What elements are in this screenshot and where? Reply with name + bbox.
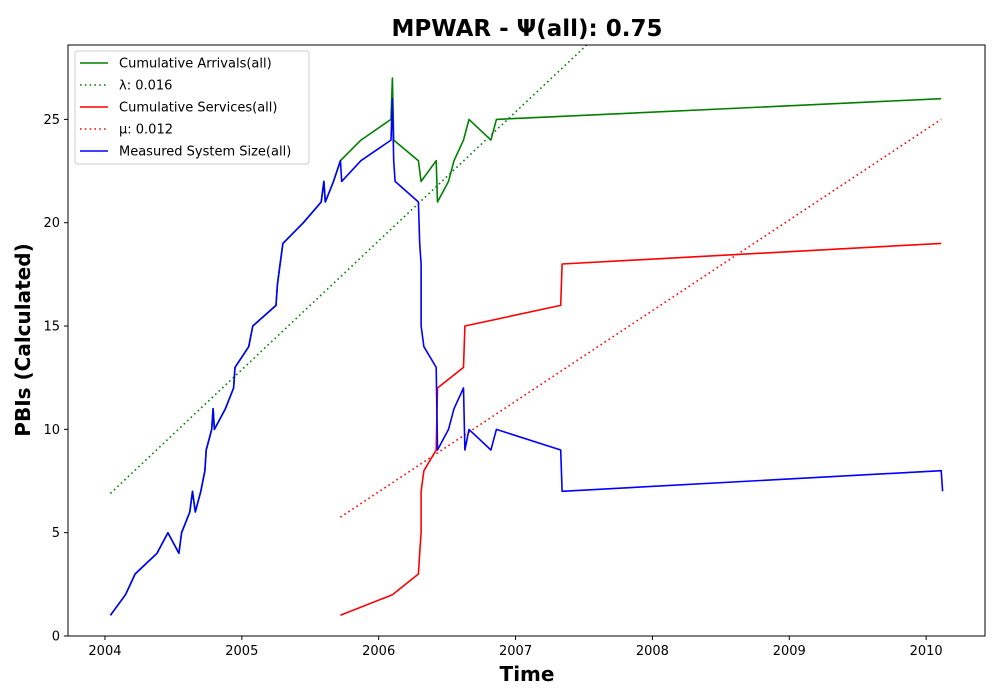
legend-entry: Cumulative Arrivals(all) [119, 57, 272, 72]
y-tick-label: 15 [43, 320, 60, 335]
legend-entry: μ: 0.012 [119, 123, 173, 138]
chart-title: MPWAR - Ψ(all): 0.75 [392, 16, 663, 42]
y-tick-label: 20 [43, 216, 60, 231]
y-tick-label: 5 [52, 526, 60, 541]
legend-box [74, 50, 310, 165]
series-line-3 [340, 242, 942, 617]
series-line-2 [109, 45, 588, 494]
y-axis-label: PBIs (Calculated) [11, 243, 35, 436]
y-tick-label: 10 [43, 423, 60, 438]
series-layer [109, 45, 944, 617]
x-tick-label: 2007 [499, 644, 532, 659]
legend-entry: Measured System Size(all) [119, 145, 291, 160]
x-tick-label: 2005 [225, 644, 258, 659]
plot-frame [67, 44, 986, 637]
x-tick-label: 2010 [910, 644, 943, 659]
legend: Cumulative Arrivals(all) λ: 0.016 Cumulati… [74, 50, 310, 165]
series-line-5 [109, 97, 944, 616]
y-tick-label: 25 [43, 113, 60, 128]
x-tick-label: 2009 [773, 644, 806, 659]
legend-entry: λ: 0.016 [119, 79, 172, 94]
x-axis-label: Time [500, 662, 555, 686]
legend-entry: Cumulative Services(all) [119, 101, 277, 116]
x-tick-label: 2004 [88, 644, 121, 659]
y-tick-label: 0 [52, 630, 60, 645]
series-line-4 [339, 118, 942, 518]
x-tick-label: 2006 [362, 644, 395, 659]
x-tick-label: 2008 [636, 644, 669, 659]
y-axis: 0 5 10 15 20 25 [43, 113, 68, 645]
x-axis: 2004 2005 2006 2007 2008 2009 2010 [88, 636, 943, 659]
